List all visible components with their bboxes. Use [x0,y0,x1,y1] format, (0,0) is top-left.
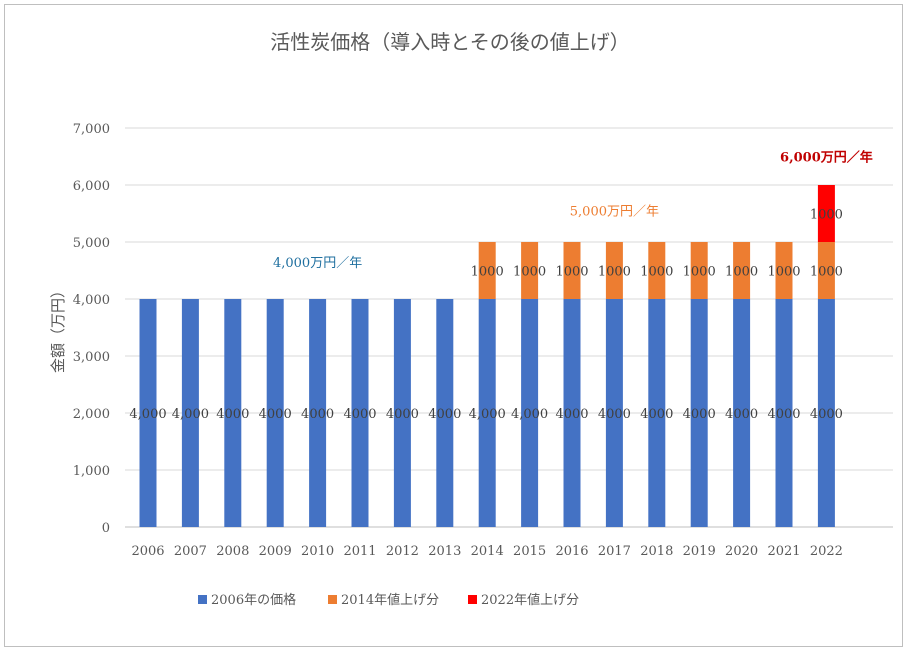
x-tick-label: 2021 [767,544,800,559]
bar-segment [478,242,496,299]
data-label: 1000 [810,265,843,280]
data-label: 4,000 [129,407,166,422]
data-label: 4000 [767,407,800,422]
x-tick-label: 2010 [301,544,334,559]
chart: 活性炭価格（導入時とその後の値上げ） 0 1,000 2,000 3,000 4,000… [49,30,893,608]
x-tick-label: 2020 [725,544,758,559]
legend-label: 2014年値上げ分 [341,592,439,608]
bar-segment [690,299,708,527]
bar-segment [521,299,539,527]
legend-swatch [468,595,477,604]
bar-segment [817,242,835,299]
annotation: 6,000万円／年 [780,150,873,166]
data-label: 1000 [640,265,673,280]
x-tick-label: 2017 [598,544,631,559]
bar-segment [605,242,623,299]
y-tick-label: 4,000 [73,293,110,308]
data-label: 4000 [259,407,292,422]
y-tick-label: 2,000 [73,407,110,422]
annotation: 4,000万円／年 [273,256,362,271]
x-tick-label: 2012 [386,544,419,559]
data-labels: 4,000 4,000 4000 4000 4000 4000 4000 4000 4,000 1… [129,208,843,423]
bar-segment [521,242,539,299]
data-label: 1000 [555,265,588,280]
data-label: 4,000 [172,407,209,422]
chart-frame: 活性炭価格（導入時とその後の値上げ） 0 1,000 2,000 3,000 4,000… [4,4,903,647]
bar-segment [478,299,496,527]
data-label: 1000 [683,265,716,280]
bar-segment [436,299,454,527]
legend-label: 2022年値上げ分 [481,592,579,608]
data-label: 4000 [386,407,419,422]
bar-segment [775,242,793,299]
gridlines [125,127,893,528]
data-label: 1000 [810,208,843,223]
legend: 2006年の価格 2014年値上げ分 2022年値上げ分 [198,592,579,608]
data-label: 4000 [555,407,588,422]
data-label: 4000 [810,407,843,422]
y-tick-label: 5,000 [73,236,110,251]
legend-swatch [328,595,337,604]
x-tick-label: 2009 [259,544,292,559]
bar-segment [139,299,157,527]
bar-segment [775,299,793,527]
y-axis-label: 金額（万円） [49,283,67,373]
data-label: 4000 [301,407,334,422]
bar-segment [690,242,708,299]
data-label: 1000 [725,265,758,280]
bar-segment [817,299,835,527]
x-tick-label: 2022 [810,544,843,559]
data-label: 4000 [640,407,673,422]
data-label: 4000 [683,407,716,422]
data-label: 4000 [216,407,249,422]
data-label: 1000 [513,265,546,280]
x-tick-label: 2015 [513,544,546,559]
bar-segment [733,299,751,527]
x-tick-label: 2011 [343,544,376,559]
y-axis: 0 1,000 2,000 3,000 4,000 5,000 6,000 7,000 [73,122,110,536]
x-tick-label: 2016 [555,544,588,559]
chart-title: 活性炭価格（導入時とその後の値上げ） [270,30,629,54]
bar-segment [563,299,581,527]
legend-swatch [198,595,207,604]
data-label: 4000 [598,407,631,422]
data-label: 1000 [598,265,631,280]
bar-segment [351,299,369,527]
bar-segment [605,299,623,527]
x-tick-label: 2007 [174,544,207,559]
bar-segment [224,299,242,527]
x-axis: 2006 2007 2008 2009 2010 2011 2012 2013 2014 2015… [131,544,842,559]
y-tick-label: 6,000 [73,179,110,194]
x-tick-label: 2006 [131,544,164,559]
data-label: 1000 [767,265,800,280]
bar-segment [309,299,327,527]
bar-segment [181,299,199,527]
data-label: 4000 [725,407,758,422]
bar-segment [266,299,284,527]
legend-label: 2006年の価格 [211,592,296,608]
data-label: 4000 [428,407,461,422]
x-tick-label: 2019 [683,544,716,559]
y-tick-label: 7,000 [73,122,110,137]
data-label: 1000 [471,265,504,280]
y-tick-label: 1,000 [73,464,110,479]
x-tick-label: 2008 [216,544,249,559]
annotation: 5,000万円／年 [570,205,659,220]
bar-segment [648,242,666,299]
data-label: 4,000 [511,407,548,422]
bars [139,185,835,527]
bar-segment [393,299,411,527]
y-tick-label: 3,000 [73,350,110,365]
x-tick-label: 2013 [428,544,461,559]
bar-segment [563,242,581,299]
bar-segment [648,299,666,527]
x-tick-label: 2018 [640,544,673,559]
data-label: 4,000 [469,407,506,422]
bar-segment [733,242,751,299]
y-tick-label: 0 [102,521,110,536]
bar-segment [817,185,835,242]
annotations: 4,000万円／年 5,000万円／年 6,000万円／年 [273,150,873,271]
x-tick-label: 2014 [471,544,504,559]
data-label: 4000 [343,407,376,422]
